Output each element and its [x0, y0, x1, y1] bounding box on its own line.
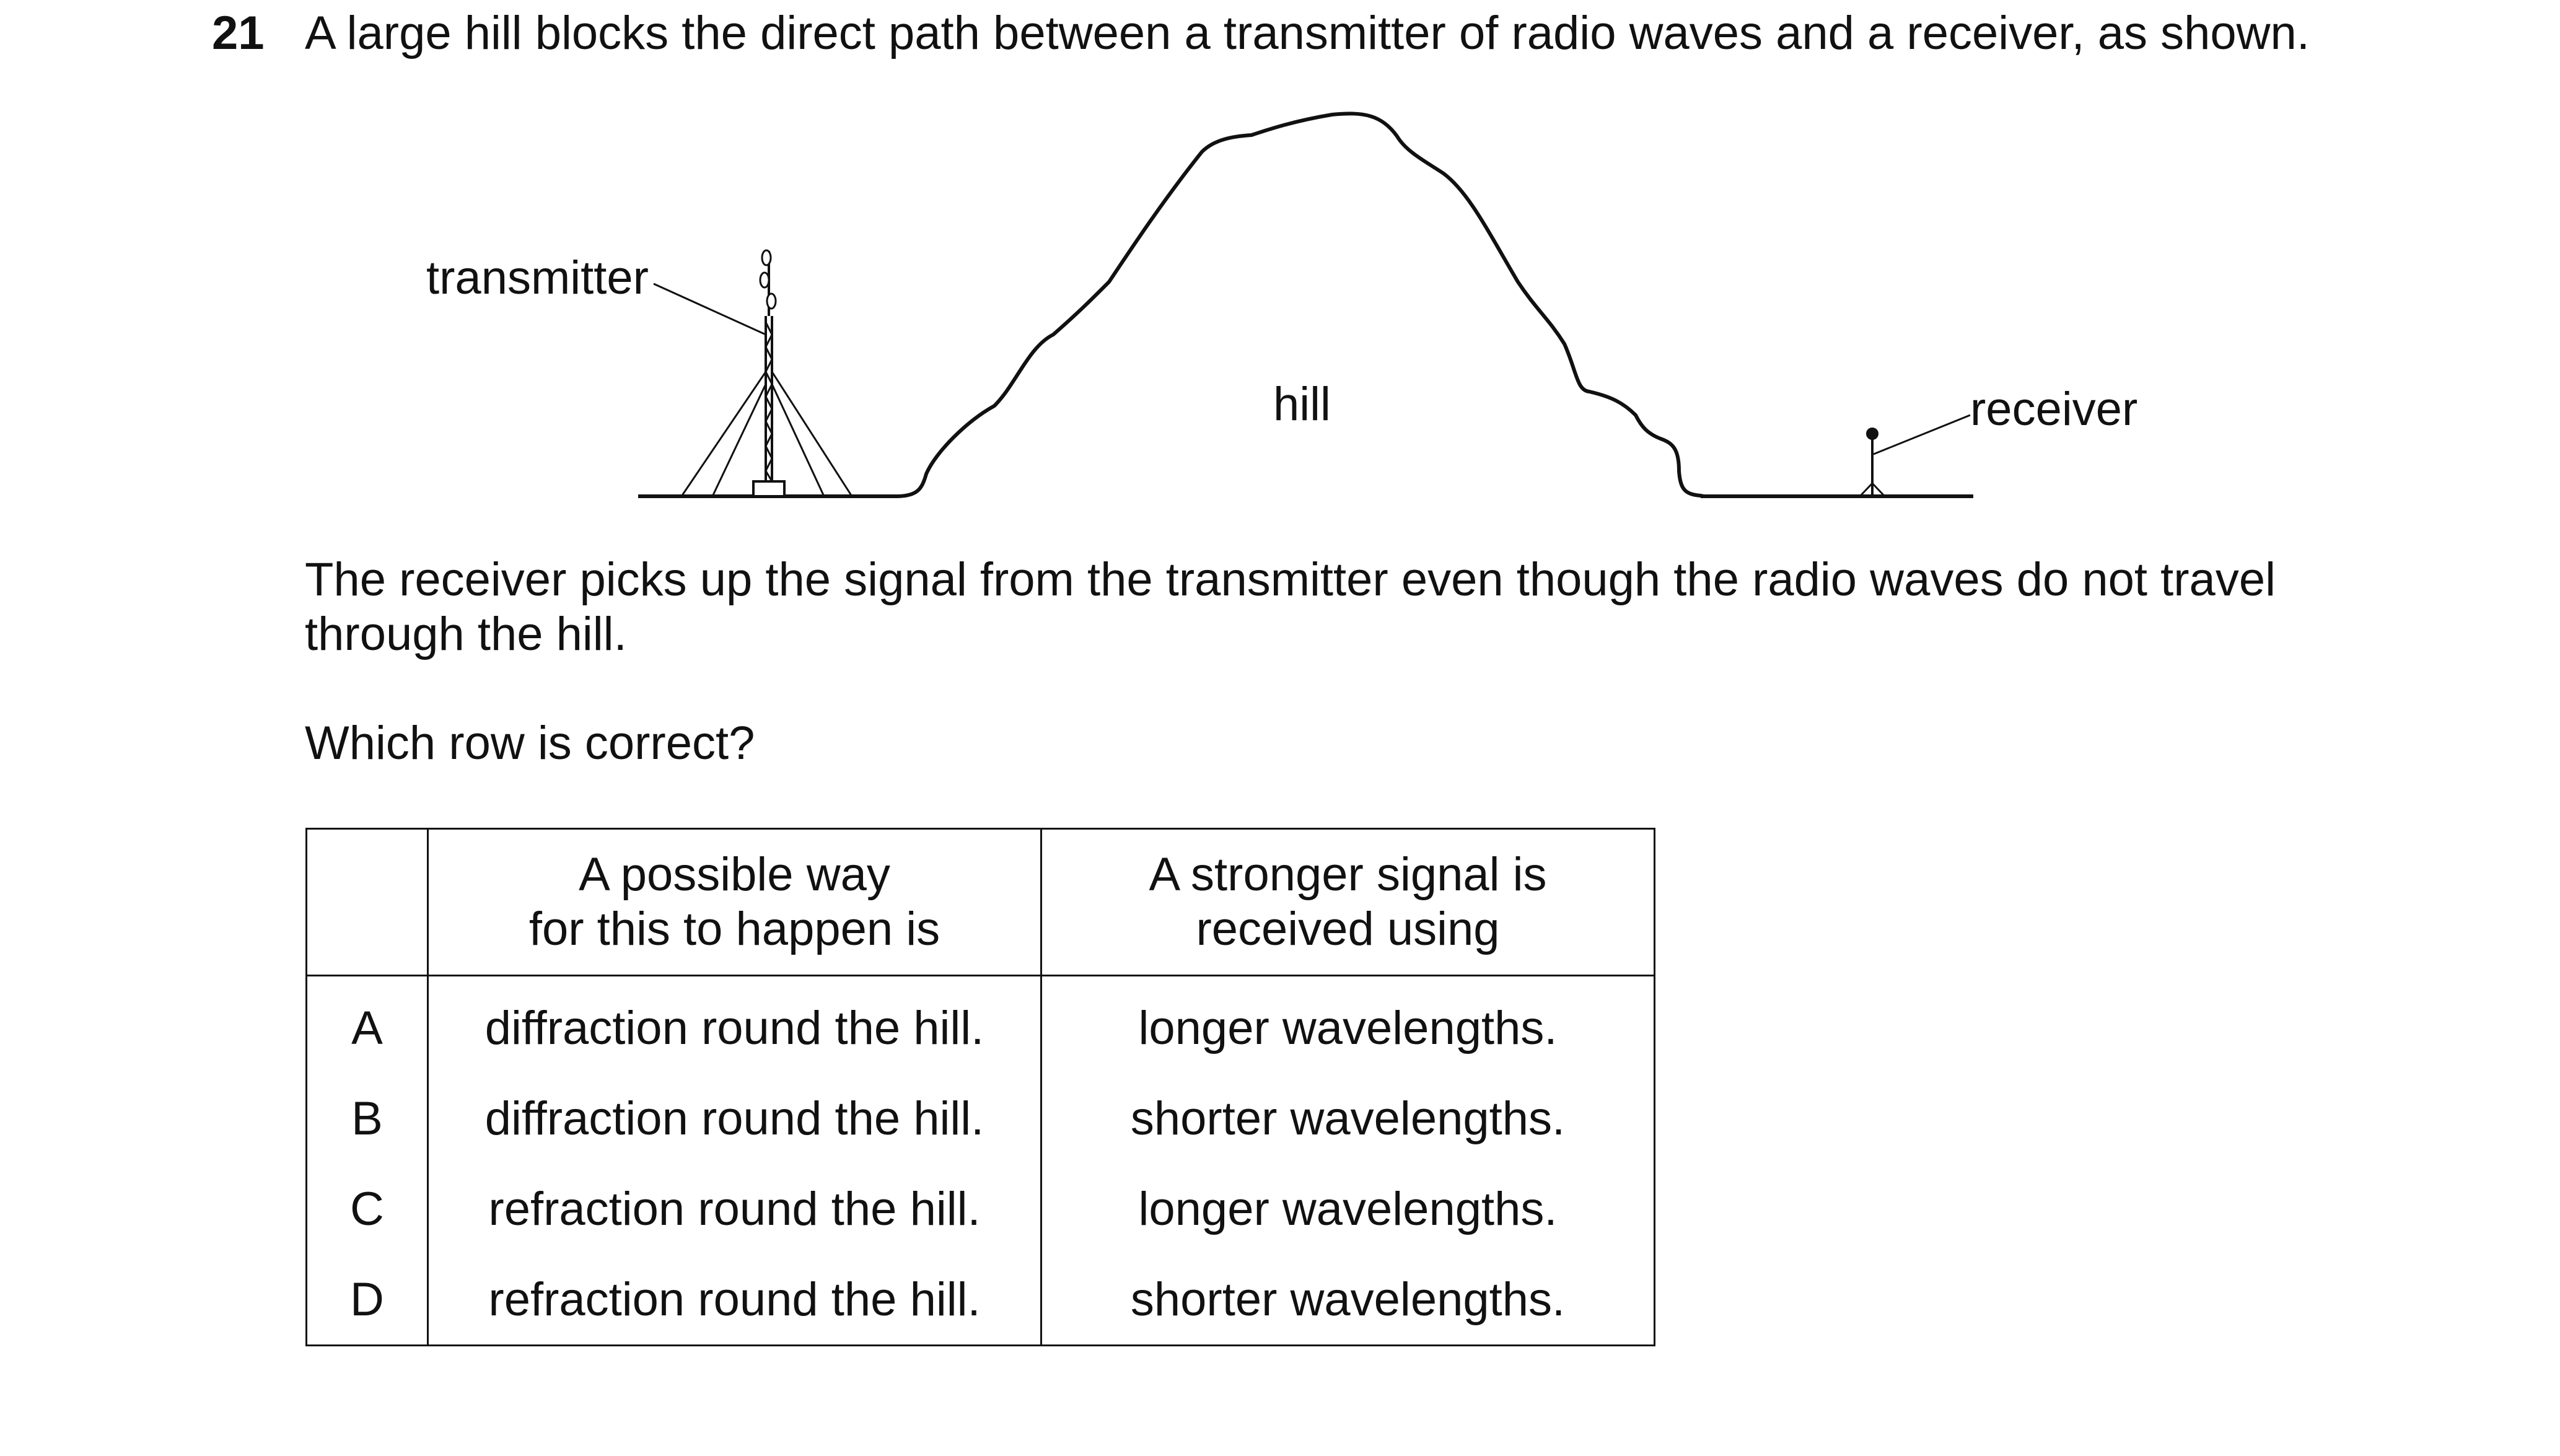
- receiver-leader-line: [1873, 414, 1971, 455]
- table-row-a: A diffraction round the hill. longer wav…: [305, 975, 1655, 1073]
- header-possible-way-line2: for this to happen is: [528, 903, 940, 955]
- row-way: diffraction round the hill.: [427, 1073, 1042, 1164]
- table-row-c: C refraction round the hill. longer wave…: [305, 1164, 1655, 1254]
- receiver-label: receiver: [1970, 383, 2137, 436]
- header-possible-way-line1: A possible way: [579, 848, 890, 901]
- row-way: refraction round the hill.: [427, 1164, 1042, 1254]
- transmitter-label: transmitter: [426, 252, 649, 304]
- question-prompt: Which row is correct?: [305, 717, 755, 770]
- answer-table: A possible way for this to happen is A s…: [305, 828, 1655, 1346]
- table-row-d: D refraction round the hill. shorter wav…: [305, 1254, 1655, 1346]
- row-letter: C: [305, 1164, 429, 1254]
- receiver-icon: [1859, 428, 1886, 498]
- header-empty-cell: [305, 828, 429, 976]
- hill-diagram: transmitter hill receiver: [426, 112, 2137, 498]
- description-paragraph: The receiver picks up the signal from th…: [305, 553, 2276, 660]
- row-signal: longer wavelengths.: [1040, 975, 1655, 1073]
- hill-outline: [898, 112, 1704, 498]
- transmitter-tower-icon: [680, 249, 853, 498]
- question-number: 21: [212, 7, 265, 59]
- header-possible-way: A possible way for this to happen is: [427, 828, 1042, 976]
- header-stronger-signal-line2: received using: [1196, 903, 1500, 955]
- row-letter: A: [305, 975, 429, 1073]
- table-header-row: A possible way for this to happen is A s…: [305, 828, 1655, 976]
- question-text: A large hill blocks the direct path betw…: [305, 7, 2310, 59]
- row-signal: shorter wavelengths.: [1040, 1073, 1655, 1164]
- header-stronger-signal-line1: A stronger signal is: [1149, 848, 1547, 901]
- row-way: refraction round the hill.: [427, 1254, 1042, 1346]
- header-stronger-signal: A stronger signal is received using: [1040, 828, 1655, 976]
- table-row-b: B diffraction round the hill. shorter wa…: [305, 1073, 1655, 1164]
- row-letter: B: [305, 1073, 429, 1164]
- row-letter: D: [305, 1254, 429, 1346]
- row-way: diffraction round the hill.: [427, 975, 1042, 1073]
- transmitter-leader-line: [653, 283, 766, 336]
- row-signal: longer wavelengths.: [1040, 1164, 1655, 1254]
- hill-label: hill: [1273, 378, 1331, 431]
- row-signal: shorter wavelengths.: [1040, 1254, 1655, 1346]
